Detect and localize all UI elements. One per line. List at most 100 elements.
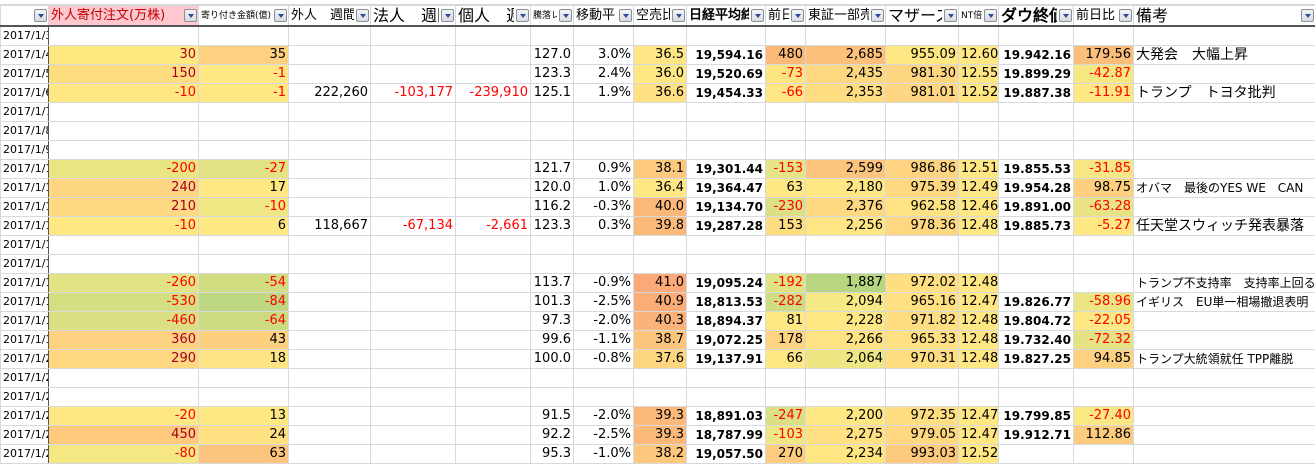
data-cell[interactable] bbox=[530, 235, 574, 255]
data-cell[interactable]: 2,353 bbox=[805, 83, 886, 103]
data-cell[interactable] bbox=[1133, 254, 1315, 274]
data-cell[interactable]: 986.86 bbox=[885, 159, 959, 179]
data-cell[interactable]: 43 bbox=[198, 330, 289, 350]
data-cell[interactable]: 41.0 bbox=[633, 273, 687, 293]
data-cell[interactable] bbox=[288, 45, 371, 65]
data-cell[interactable]: 153 bbox=[765, 216, 806, 236]
data-cell[interactable]: 112.86 bbox=[1073, 425, 1134, 445]
data-cell[interactable] bbox=[885, 235, 959, 255]
data-cell[interactable]: 任天堂スウィッチ発表暴落 bbox=[1133, 216, 1315, 236]
data-cell[interactable]: 63 bbox=[198, 444, 289, 464]
data-cell[interactable]: 38.2 bbox=[633, 444, 687, 464]
data-cell[interactable]: 66 bbox=[765, 349, 806, 369]
data-cell[interactable]: 19.942.16 bbox=[998, 45, 1074, 65]
data-cell[interactable]: 99.6 bbox=[530, 330, 574, 350]
data-cell[interactable]: 95.3 bbox=[530, 444, 574, 464]
data-cell[interactable]: -73 bbox=[765, 64, 806, 84]
data-cell[interactable] bbox=[1073, 254, 1134, 274]
data-cell[interactable] bbox=[573, 254, 634, 274]
data-cell[interactable] bbox=[686, 235, 766, 255]
data-cell[interactable]: 12.52 bbox=[958, 83, 999, 103]
date-cell[interactable]: 2017/1/24 bbox=[0, 425, 49, 445]
data-cell[interactable] bbox=[198, 140, 289, 160]
data-cell[interactable] bbox=[288, 273, 371, 293]
data-cell[interactable]: -0.8% bbox=[573, 349, 634, 369]
column-header[interactable]: NT倍 bbox=[958, 5, 999, 27]
data-cell[interactable] bbox=[455, 444, 531, 464]
data-cell[interactable] bbox=[1133, 368, 1315, 388]
data-cell[interactable]: 19,520.69 bbox=[686, 64, 766, 84]
data-cell[interactable]: -230 bbox=[765, 197, 806, 217]
data-cell[interactable]: 101.3 bbox=[530, 292, 574, 312]
data-cell[interactable]: 19.885.73 bbox=[998, 216, 1074, 236]
data-cell[interactable]: 270 bbox=[765, 444, 806, 464]
data-cell[interactable] bbox=[455, 197, 531, 217]
data-cell[interactable]: 2,094 bbox=[805, 292, 886, 312]
data-cell[interactable] bbox=[455, 254, 531, 274]
data-cell[interactable] bbox=[765, 235, 806, 255]
data-cell[interactable]: 12.48 bbox=[958, 311, 999, 331]
data-cell[interactable] bbox=[573, 140, 634, 160]
data-cell[interactable] bbox=[1133, 425, 1315, 445]
data-cell[interactable] bbox=[370, 235, 456, 255]
data-cell[interactable]: 1,887 bbox=[805, 273, 886, 293]
data-cell[interactable] bbox=[48, 368, 199, 388]
data-cell[interactable] bbox=[958, 235, 999, 255]
data-cell[interactable]: -282 bbox=[765, 292, 806, 312]
data-cell[interactable] bbox=[530, 387, 574, 407]
filter-dropdown-icon[interactable] bbox=[1059, 9, 1072, 22]
data-cell[interactable]: -1.0% bbox=[573, 444, 634, 464]
data-cell[interactable] bbox=[530, 121, 574, 141]
date-cell[interactable]: 2017/1/21 bbox=[0, 368, 49, 388]
column-header[interactable]: マザーズ bbox=[885, 5, 959, 27]
data-cell[interactable] bbox=[1133, 121, 1315, 141]
data-cell[interactable] bbox=[1073, 273, 1134, 293]
filter-dropdown-icon[interactable] bbox=[1301, 9, 1314, 22]
data-cell[interactable]: 63 bbox=[765, 178, 806, 198]
data-cell[interactable] bbox=[288, 121, 371, 141]
data-cell[interactable] bbox=[455, 406, 531, 426]
data-cell[interactable]: 19.827.25 bbox=[998, 349, 1074, 369]
data-cell[interactable]: 39.3 bbox=[633, 406, 687, 426]
data-cell[interactable]: -54 bbox=[198, 273, 289, 293]
data-cell[interactable] bbox=[455, 64, 531, 84]
data-cell[interactable]: 1.9% bbox=[573, 83, 634, 103]
data-cell[interactable] bbox=[198, 235, 289, 255]
date-cell[interactable]: 2017/1/20 bbox=[0, 349, 49, 369]
data-cell[interactable] bbox=[370, 387, 456, 407]
data-cell[interactable]: 955.09 bbox=[885, 45, 959, 65]
data-cell[interactable] bbox=[686, 121, 766, 141]
data-cell[interactable] bbox=[288, 292, 371, 312]
data-cell[interactable] bbox=[48, 254, 199, 274]
data-cell[interactable] bbox=[998, 368, 1074, 388]
data-cell[interactable] bbox=[885, 102, 959, 122]
data-cell[interactable]: 965.33 bbox=[885, 330, 959, 350]
data-cell[interactable]: 13 bbox=[198, 406, 289, 426]
data-cell[interactable] bbox=[633, 368, 687, 388]
data-cell[interactable]: -0.3% bbox=[573, 197, 634, 217]
column-header[interactable]: 東証一部売 bbox=[805, 5, 886, 27]
data-cell[interactable]: 2,685 bbox=[805, 45, 886, 65]
data-cell[interactable] bbox=[765, 387, 806, 407]
data-cell[interactable]: 12.60 bbox=[958, 45, 999, 65]
column-header[interactable]: 法人 週間 bbox=[370, 5, 456, 27]
data-cell[interactable] bbox=[686, 140, 766, 160]
data-cell[interactable]: 19,594.16 bbox=[686, 45, 766, 65]
data-cell[interactable]: 1.0% bbox=[573, 178, 634, 198]
data-cell[interactable]: 35 bbox=[198, 45, 289, 65]
filter-dropdown-icon[interactable] bbox=[516, 9, 529, 22]
column-header[interactable]: 日経平均終値 bbox=[686, 5, 766, 27]
data-cell[interactable] bbox=[288, 349, 371, 369]
data-cell[interactable]: 38.1 bbox=[633, 159, 687, 179]
date-cell[interactable]: 2017/1/13 bbox=[0, 216, 49, 236]
data-cell[interactable]: 962.58 bbox=[885, 197, 959, 217]
data-cell[interactable]: -20 bbox=[48, 406, 199, 426]
data-cell[interactable]: -10 bbox=[48, 83, 199, 103]
data-cell[interactable]: 210 bbox=[48, 197, 199, 217]
data-cell[interactable] bbox=[288, 254, 371, 274]
data-cell[interactable]: 19.855.53 bbox=[998, 159, 1074, 179]
data-cell[interactable] bbox=[1133, 102, 1315, 122]
data-cell[interactable]: 36.6 bbox=[633, 83, 687, 103]
data-cell[interactable] bbox=[998, 102, 1074, 122]
data-cell[interactable] bbox=[48, 102, 199, 122]
